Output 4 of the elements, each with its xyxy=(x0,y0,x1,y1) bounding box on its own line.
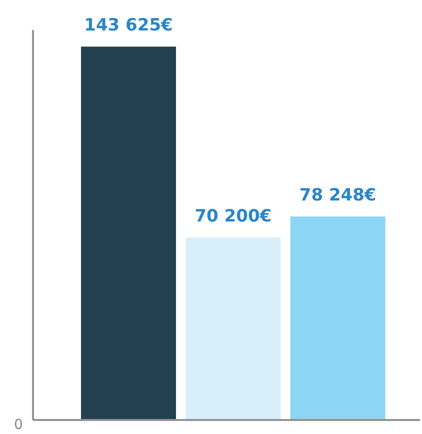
text: 0 xyxy=(14,417,23,433)
data-label: 143 625€ xyxy=(84,16,173,36)
data-label: 70 200€ xyxy=(194,206,272,226)
data-label: 78 248€ xyxy=(299,186,376,206)
